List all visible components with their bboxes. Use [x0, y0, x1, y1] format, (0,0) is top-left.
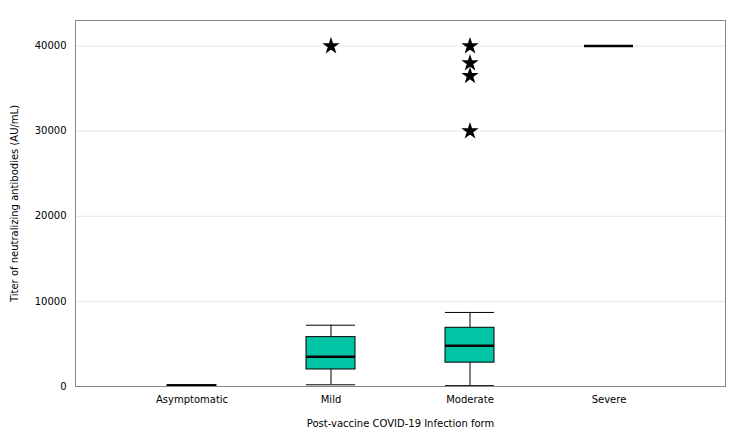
svg-text:20000: 20000: [35, 210, 67, 221]
svg-text:30000: 30000: [35, 125, 67, 136]
svg-text:Moderate: Moderate: [446, 394, 494, 405]
svg-text:40000: 40000: [35, 40, 67, 51]
svg-text:Titer of neutralizing antibodi: Titer of neutralizing antibodies (AU/mL): [9, 105, 20, 303]
svg-text:Asymptomatic: Asymptomatic: [156, 394, 228, 405]
svg-text:Severe: Severe: [592, 394, 627, 405]
svg-text:10000: 10000: [35, 296, 67, 307]
svg-text:0: 0: [60, 381, 66, 392]
svg-text:Post-vaccine COVID-19 Infectio: Post-vaccine COVID-19 Infection form: [307, 418, 495, 429]
svg-text:Mild: Mild: [321, 394, 342, 405]
